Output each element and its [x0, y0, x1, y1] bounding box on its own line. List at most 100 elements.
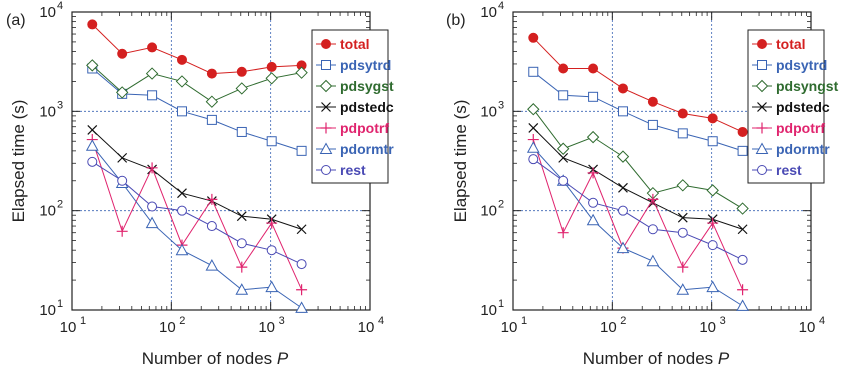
- data-point-pdsyngst: [676, 179, 689, 192]
- legend-marker-total: [757, 39, 767, 49]
- data-point-pdsygst: [295, 66, 308, 79]
- x-tick-exponent: 1: [521, 315, 527, 327]
- data-point-pdormtr: [526, 141, 540, 153]
- data-point-pdsygst: [86, 59, 99, 72]
- data-point-pdormtr: [295, 301, 308, 313]
- data-point-rest: [677, 227, 688, 238]
- data-point-pdormtr: [265, 280, 279, 293]
- data-point-pdstedc: [677, 212, 688, 223]
- data-point-pdstedc: [236, 211, 247, 222]
- legend-marker-pdsygst: [319, 79, 333, 93]
- data-point-pdormtr: [676, 283, 690, 295]
- y-tick-exponent: 2: [57, 199, 63, 211]
- data-point-pdsytrd: [558, 90, 569, 101]
- data-point-pdsytrd: [236, 126, 247, 137]
- legend: total pdsytrd pdsyngst pdstedc pdpotrf pdormt…: [747, 29, 839, 184]
- y-tick-exponent: 3: [498, 99, 504, 111]
- x-axis-title-text: Number of nodes: [142, 349, 277, 368]
- data-point-pdsygst: [235, 82, 248, 95]
- y-tick-exponent: 4: [498, 0, 504, 12]
- legend-marker-pdpotrf: [756, 122, 768, 134]
- data-point-pdsytrd: [588, 91, 599, 102]
- x-tick-exponent: 3: [279, 315, 285, 327]
- data-point-pdstedc: [117, 152, 128, 163]
- series-line-total: [91, 24, 302, 75]
- legend-marker-pdsyngst: [755, 79, 769, 93]
- x-tick-label: 10: [699, 319, 716, 336]
- data-point-total: [647, 96, 658, 107]
- x-axis-title: Number of nodes P: [583, 349, 730, 368]
- x-tick-label: 10: [358, 319, 375, 336]
- data-point-pdormtr: [616, 241, 630, 254]
- legend-marker-total: [321, 39, 331, 49]
- data-point-rest: [737, 254, 748, 265]
- data-point-pdstedc: [296, 224, 307, 235]
- data-point-pdsytrd: [206, 114, 217, 125]
- legend-label-pdormtr: pdormtr: [776, 141, 830, 157]
- series-line-pdstedc: [91, 129, 302, 230]
- y-tick-exponent: 4: [57, 0, 63, 12]
- data-point-pdormtr: [706, 280, 720, 293]
- y-tick-label: 10: [39, 4, 56, 21]
- legend-label-pdstedc: pdstedc: [340, 99, 394, 115]
- series-pdsytrd: [528, 66, 748, 156]
- data-point-pdpotrf: [236, 261, 248, 273]
- data-point-pdsytrd: [707, 136, 718, 147]
- data-point-pdormtr: [646, 254, 660, 267]
- data-point-pdpotrf: [116, 225, 128, 237]
- x-tick-exponent: 3: [720, 315, 726, 327]
- data-point-pdpotrf: [296, 284, 308, 296]
- data-point-pdsygst: [115, 86, 129, 99]
- data-point-pdsygst: [145, 67, 159, 80]
- data-point-pdormtr: [175, 243, 189, 256]
- data-point-pdstedc: [528, 123, 539, 133]
- data-point-pdstedc: [177, 188, 187, 199]
- data-point-total: [236, 66, 247, 77]
- x-tick-label: 10: [600, 319, 617, 336]
- data-point-pdsyngst: [616, 150, 630, 163]
- series-total: [87, 19, 307, 79]
- y-tick-label: 10: [39, 302, 56, 319]
- legend-marker-pdstedc: [757, 102, 767, 112]
- data-point-pdpotrf: [707, 217, 719, 229]
- data-point-pdpotrf: [677, 261, 689, 273]
- legend-marker-pdstedc: [321, 102, 331, 112]
- legend: total pdsytrd pdsygst pdstedc pdpotrf pdormtr…: [311, 29, 394, 184]
- legend-label-pdsytrd: pdsytrd: [776, 57, 827, 73]
- data-point-pdsygst: [265, 72, 278, 85]
- data-point-pdsygst: [175, 75, 189, 88]
- data-point-rest: [558, 175, 569, 186]
- data-point-pdsytrd: [617, 106, 628, 117]
- legend-marker-pdsytrd: [321, 60, 331, 70]
- series-pdormtr: [85, 139, 308, 313]
- series-pdsygst: [86, 59, 308, 108]
- data-point-pdsytrd: [737, 145, 748, 156]
- x-tick-exponent: 2: [620, 315, 626, 327]
- data-point-total: [147, 42, 158, 53]
- data-point-pdpotrf: [557, 227, 569, 239]
- x-tick-label: 10: [60, 319, 77, 336]
- data-point-pdsyngst: [736, 202, 749, 215]
- legend-marker-rest: [321, 165, 331, 175]
- data-point-pdpotrf: [647, 193, 659, 205]
- data-point-pdsyngst: [527, 103, 540, 116]
- data-point-rest: [617, 205, 628, 216]
- data-point-pdpotrf: [146, 162, 158, 174]
- data-point-total: [558, 63, 569, 74]
- data-point-rest: [87, 156, 98, 167]
- data-point-total: [617, 83, 628, 94]
- data-point-rest: [117, 175, 128, 186]
- data-point-rest: [236, 238, 247, 249]
- series-total: [528, 32, 748, 137]
- data-point-pdsytrd: [266, 136, 277, 147]
- y-tick-exponent: 1: [498, 298, 504, 310]
- data-point-pdsyngst: [706, 184, 719, 197]
- series-line-pdormtr: [532, 147, 743, 307]
- data-point-pdsygst: [205, 95, 219, 108]
- legend-label-rest: rest: [776, 162, 802, 178]
- data-point-total: [677, 108, 688, 119]
- y-tick-exponent: 1: [57, 298, 63, 310]
- data-point-pdsytrd: [647, 119, 658, 130]
- data-point-pdpotrf: [587, 167, 599, 179]
